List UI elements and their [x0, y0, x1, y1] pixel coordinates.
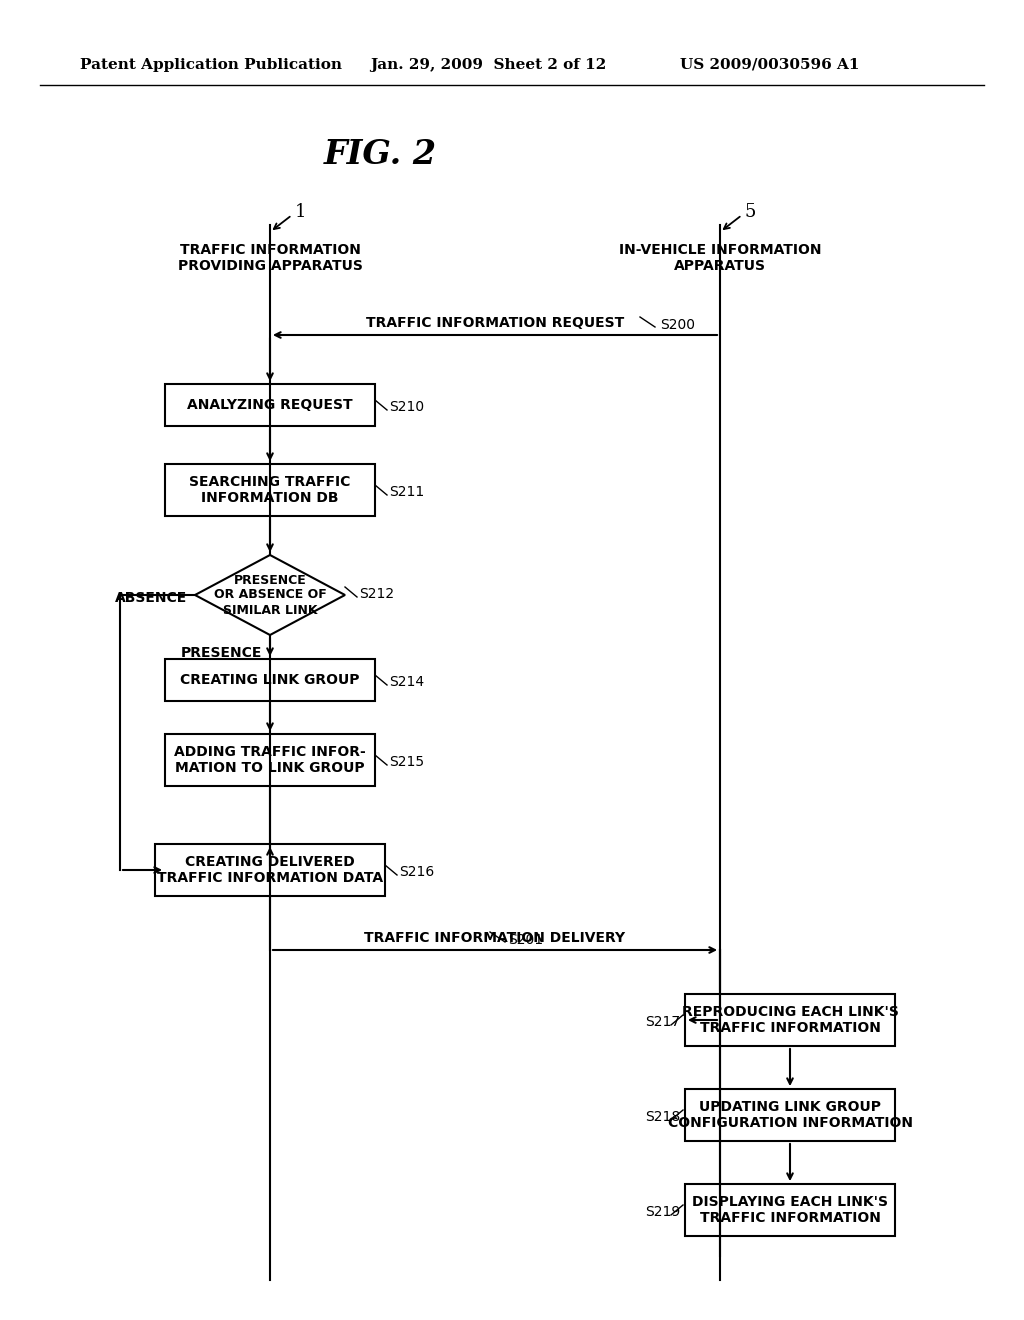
Text: DISPLAYING EACH LINK'S
TRAFFIC INFORMATION: DISPLAYING EACH LINK'S TRAFFIC INFORMATI…	[692, 1195, 888, 1225]
Text: S200: S200	[660, 318, 695, 333]
Text: PRESENCE
OR ABSENCE OF
SIMILAR LINK: PRESENCE OR ABSENCE OF SIMILAR LINK	[214, 573, 327, 616]
Text: US 2009/0030596 A1: US 2009/0030596 A1	[680, 58, 859, 73]
Text: TRAFFIC INFORMATION
PROVIDING APPARATUS: TRAFFIC INFORMATION PROVIDING APPARATUS	[177, 243, 362, 273]
Text: PRESENCE: PRESENCE	[180, 645, 262, 660]
Text: S210: S210	[389, 400, 424, 414]
FancyBboxPatch shape	[155, 843, 385, 896]
FancyBboxPatch shape	[165, 659, 375, 701]
Text: S216: S216	[399, 865, 434, 879]
Text: Patent Application Publication: Patent Application Publication	[80, 58, 342, 73]
Text: Jan. 29, 2009  Sheet 2 of 12: Jan. 29, 2009 Sheet 2 of 12	[370, 58, 606, 73]
Text: S218: S218	[645, 1110, 680, 1125]
FancyBboxPatch shape	[165, 465, 375, 516]
Text: SEARCHING TRAFFIC
INFORMATION DB: SEARCHING TRAFFIC INFORMATION DB	[189, 475, 350, 506]
Text: S214: S214	[389, 675, 424, 689]
Text: ANALYZING REQUEST: ANALYZING REQUEST	[187, 399, 353, 412]
Polygon shape	[195, 554, 345, 635]
Text: CREATING LINK GROUP: CREATING LINK GROUP	[180, 673, 359, 686]
Text: ADDING TRAFFIC INFOR-
MATION TO LINK GROUP: ADDING TRAFFIC INFOR- MATION TO LINK GRO…	[174, 744, 366, 775]
Text: S217: S217	[645, 1015, 680, 1030]
Text: 5: 5	[745, 203, 757, 220]
Text: UPDATING LINK GROUP
CONFIGURATION INFORMATION: UPDATING LINK GROUP CONFIGURATION INFORM…	[668, 1100, 912, 1130]
Text: REPRODUCING EACH LINK'S
TRAFFIC INFORMATION: REPRODUCING EACH LINK'S TRAFFIC INFORMAT…	[682, 1005, 898, 1035]
Text: IN-VEHICLE INFORMATION
APPARATUS: IN-VEHICLE INFORMATION APPARATUS	[618, 243, 821, 273]
Text: S212: S212	[359, 587, 394, 601]
Text: FIG. 2: FIG. 2	[324, 139, 436, 172]
FancyBboxPatch shape	[165, 734, 375, 785]
Text: S201: S201	[508, 933, 543, 946]
Text: ABSENCE: ABSENCE	[115, 591, 187, 605]
FancyBboxPatch shape	[685, 1089, 895, 1140]
Text: 1: 1	[295, 203, 306, 220]
Text: S219: S219	[645, 1205, 680, 1218]
Text: TRAFFIC INFORMATION REQUEST: TRAFFIC INFORMATION REQUEST	[366, 315, 624, 330]
Text: TRAFFIC INFORMATION DELIVERY: TRAFFIC INFORMATION DELIVERY	[365, 931, 626, 945]
FancyBboxPatch shape	[165, 384, 375, 426]
Text: S215: S215	[389, 755, 424, 770]
FancyBboxPatch shape	[685, 994, 895, 1045]
Text: CREATING DELIVERED
TRAFFIC INFORMATION DATA: CREATING DELIVERED TRAFFIC INFORMATION D…	[157, 855, 383, 886]
Text: S211: S211	[389, 484, 424, 499]
FancyBboxPatch shape	[685, 1184, 895, 1236]
